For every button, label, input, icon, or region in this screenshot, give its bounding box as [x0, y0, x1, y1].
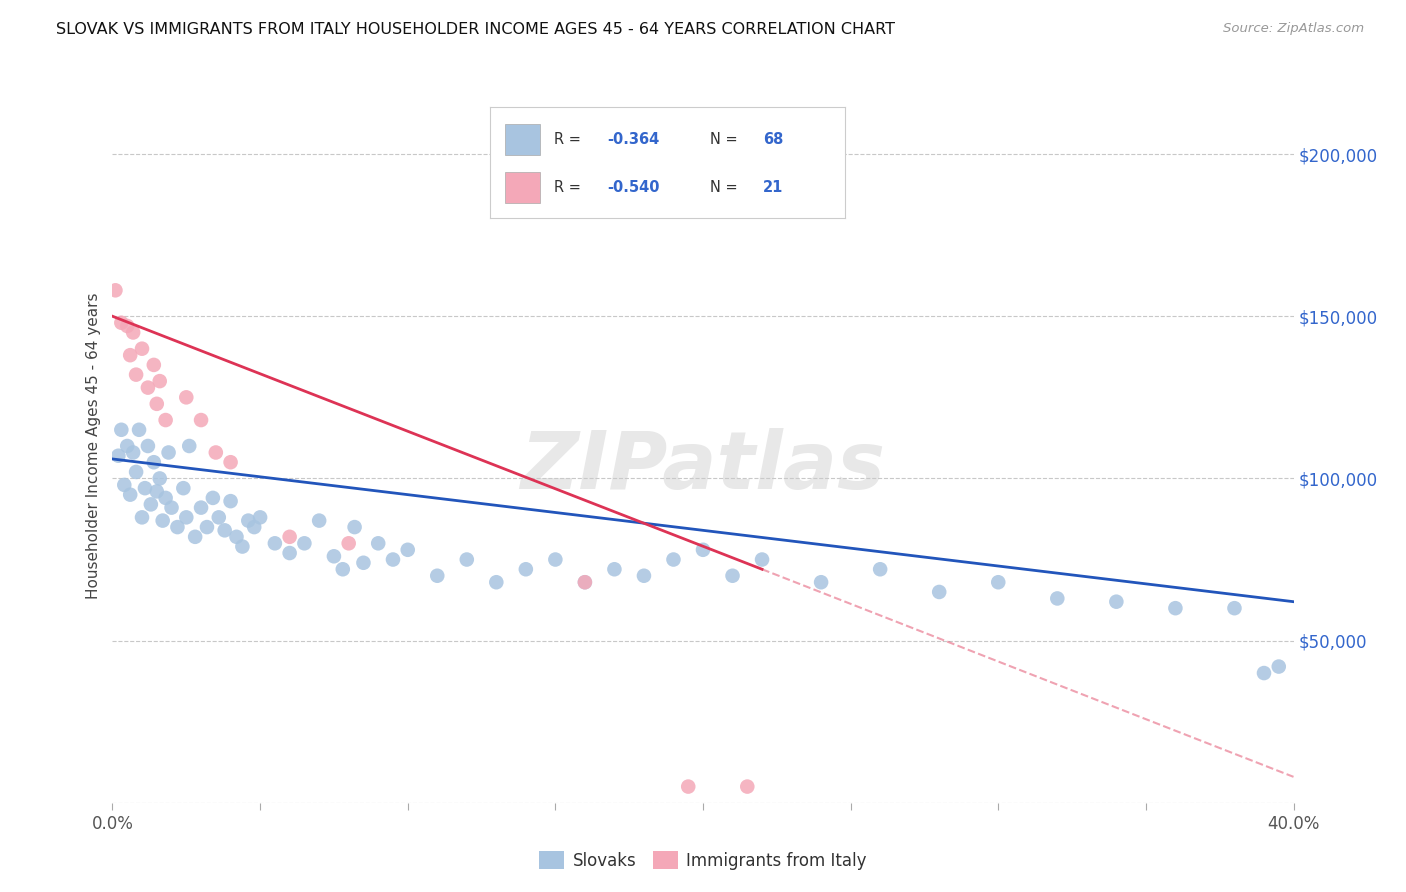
Point: [810, 575, 832, 590]
Point: [152, 514, 174, 528]
Point: [214, 524, 236, 538]
Point: [125, 465, 148, 479]
Point: [112, 478, 135, 492]
Point: [737, 780, 759, 794]
Point: [337, 536, 360, 550]
Point: [131, 342, 153, 356]
Point: [249, 510, 271, 524]
Point: [456, 552, 478, 566]
Point: [485, 575, 508, 590]
Point: [195, 520, 218, 534]
Point: [146, 397, 169, 411]
Point: [184, 530, 207, 544]
Point: [352, 556, 374, 570]
Point: [1046, 591, 1069, 606]
Point: [721, 568, 744, 582]
Point: [987, 575, 1010, 590]
Point: [332, 562, 354, 576]
Point: [1268, 659, 1291, 673]
Point: [219, 494, 242, 508]
Point: [225, 530, 247, 544]
Point: [120, 488, 142, 502]
Point: [869, 562, 891, 576]
Point: [155, 491, 177, 505]
Point: [367, 536, 389, 550]
Point: [1253, 666, 1275, 681]
Point: [238, 514, 260, 528]
Point: [166, 520, 188, 534]
Point: [201, 491, 224, 505]
Point: [110, 316, 132, 330]
Point: [219, 455, 242, 469]
Point: [343, 520, 366, 534]
Text: Source: ZipAtlas.com: Source: ZipAtlas.com: [1223, 22, 1364, 36]
Point: [136, 439, 159, 453]
Text: ZIPatlas: ZIPatlas: [520, 428, 886, 507]
Point: [125, 368, 148, 382]
Point: [662, 552, 685, 566]
Point: [139, 497, 162, 511]
Point: [678, 780, 700, 794]
Point: [308, 514, 330, 528]
Point: [142, 358, 165, 372]
Point: [110, 423, 132, 437]
Point: [928, 585, 950, 599]
Point: [278, 530, 301, 544]
Point: [751, 552, 773, 566]
Point: [122, 326, 145, 340]
Point: [574, 575, 596, 590]
Point: [117, 318, 138, 333]
Point: [174, 390, 197, 404]
Point: [120, 348, 142, 362]
Point: [1164, 601, 1187, 615]
Point: [149, 374, 172, 388]
Point: [692, 542, 714, 557]
Point: [208, 510, 231, 524]
Point: [142, 455, 165, 469]
Point: [179, 439, 201, 453]
Point: [174, 510, 197, 524]
Point: [515, 562, 537, 576]
Point: [172, 481, 194, 495]
Point: [1223, 601, 1246, 615]
Point: [292, 536, 315, 550]
Point: [205, 445, 228, 459]
Point: [323, 549, 346, 564]
Point: [243, 520, 266, 534]
Point: [136, 381, 159, 395]
Y-axis label: Householder Income Ages 45 - 64 years: Householder Income Ages 45 - 64 years: [86, 293, 101, 599]
Point: [231, 540, 253, 554]
Point: [155, 413, 177, 427]
Point: [117, 439, 138, 453]
Point: [574, 575, 596, 590]
Point: [278, 546, 301, 560]
Point: [544, 552, 567, 566]
Point: [134, 481, 156, 495]
Point: [382, 552, 405, 566]
Point: [264, 536, 287, 550]
Point: [1105, 595, 1128, 609]
Point: [149, 471, 172, 485]
Point: [128, 423, 150, 437]
Point: [157, 445, 180, 459]
Point: [190, 500, 212, 515]
Point: [633, 568, 655, 582]
Point: [160, 500, 183, 515]
Point: [122, 445, 145, 459]
Point: [104, 283, 127, 297]
Point: [426, 568, 449, 582]
Point: [146, 484, 169, 499]
Text: SLOVAK VS IMMIGRANTS FROM ITALY HOUSEHOLDER INCOME AGES 45 - 64 YEARS CORRELATIO: SLOVAK VS IMMIGRANTS FROM ITALY HOUSEHOL…: [56, 22, 896, 37]
Point: [131, 510, 153, 524]
Point: [396, 542, 419, 557]
Point: [603, 562, 626, 576]
Point: [190, 413, 212, 427]
Legend: Slovaks, Immigrants from Italy: Slovaks, Immigrants from Italy: [533, 845, 873, 877]
Point: [107, 449, 129, 463]
